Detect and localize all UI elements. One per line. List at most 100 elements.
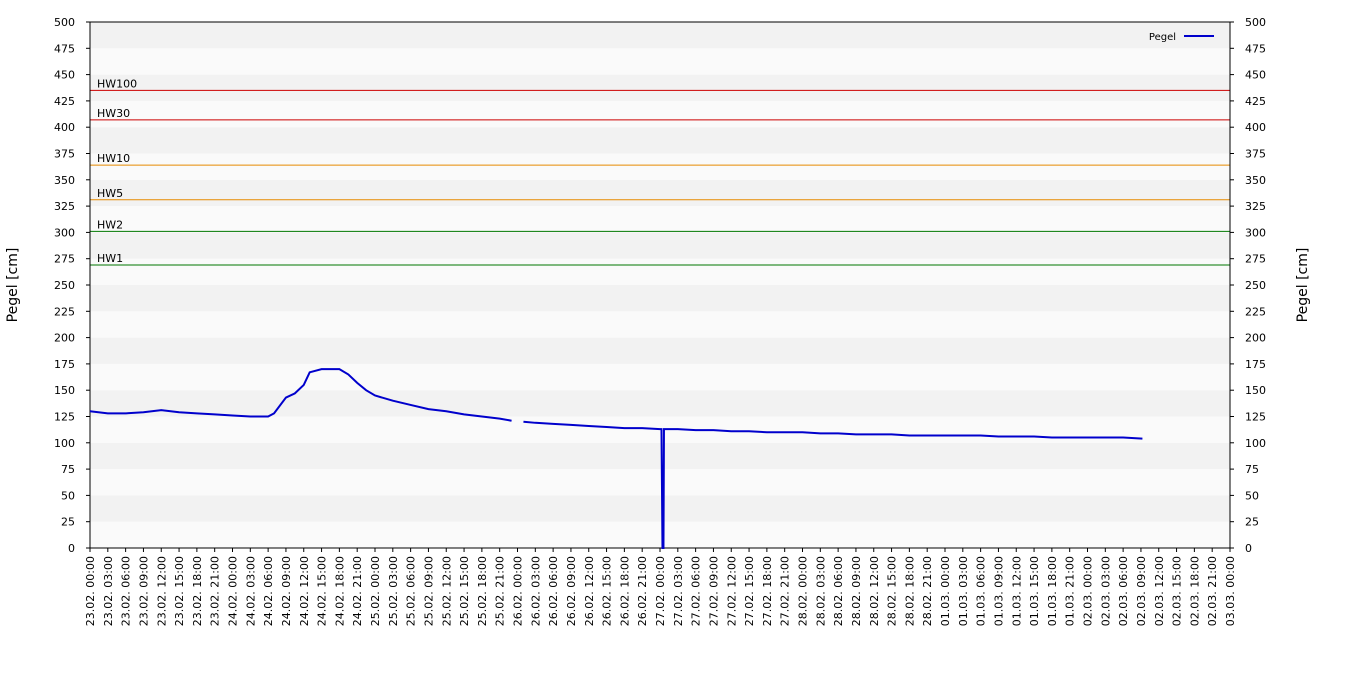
x-tick-label: 25.02. 15:00 [458, 556, 471, 626]
x-tick-label: 26.02. 15:00 [601, 556, 614, 626]
x-tick-label: 24.02. 12:00 [298, 556, 311, 626]
x-tick-label: 27.02. 18:00 [761, 556, 774, 626]
threshold-label: HW30 [97, 107, 130, 120]
band [90, 127, 1230, 154]
x-tick-label: 23.02. 18:00 [191, 556, 204, 626]
y-axis-label: Pegel [cm] [5, 248, 21, 323]
x-tick-label: 02.03. 18:00 [1188, 556, 1201, 626]
y-tick-label: 400 [54, 121, 75, 134]
y2-tick-label: 75 [1245, 463, 1259, 476]
band [90, 521, 1230, 548]
y-tick-label: 50 [61, 489, 75, 502]
x-tick-label: 24.02. 06:00 [262, 556, 275, 626]
x-tick-label: 27.02. 09:00 [707, 556, 720, 626]
x-tick-label: 28.02. 03:00 [814, 556, 827, 626]
x-tick-label: 01.03. 12:00 [1010, 556, 1023, 626]
band [90, 337, 1230, 364]
y-tick-label: 325 [54, 200, 75, 213]
x-tick-label: 24.02. 03:00 [244, 556, 257, 626]
x-tick-label: 28.02. 18:00 [903, 556, 916, 626]
y2-tick-label: 175 [1245, 358, 1266, 371]
x-tick-label: 28.02. 12:00 [868, 556, 881, 626]
y2-tick-label: 125 [1245, 411, 1266, 424]
x-tick-label: 27.02. 00:00 [654, 556, 667, 626]
x-tick-label: 23.02. 00:00 [84, 556, 97, 626]
x-tick-label: 01.03. 15:00 [1028, 556, 1041, 626]
series-line [89, 368, 1143, 549]
y2-tick-label: 350 [1245, 174, 1266, 187]
x-tick-label: 23.02. 15:00 [173, 556, 186, 626]
band [90, 469, 1230, 496]
y2-tick-label: 475 [1245, 42, 1266, 55]
y2-tick-label: 0 [1245, 542, 1252, 555]
x-tick-label: 28.02. 00:00 [797, 556, 810, 626]
x-tick-label: 25.02. 09:00 [422, 556, 435, 626]
legend-label: Pegel [1149, 32, 1176, 43]
threshold-label: HW5 [97, 187, 123, 200]
y-tick-label: 475 [54, 42, 75, 55]
y2-tick-label: 200 [1245, 332, 1266, 345]
y-tick-label: 425 [54, 95, 75, 108]
y-tick-label: 125 [54, 411, 75, 424]
x-tick-label: 01.03. 00:00 [939, 556, 952, 626]
y-tick-label: 25 [61, 516, 75, 529]
y-tick-label: 500 [54, 16, 75, 29]
band [90, 363, 1230, 391]
x-tick-label: 23.02. 03:00 [102, 556, 115, 626]
band [90, 22, 1230, 49]
x-tick-label: 01.03. 18:00 [1046, 556, 1059, 626]
x-tick-label: 26.02. 03:00 [529, 556, 542, 626]
x-tick-label: 01.03. 21:00 [1064, 556, 1077, 626]
y-tick-label: 225 [54, 305, 75, 318]
threshold-label: HW2 [97, 218, 123, 231]
x-tick-label: 01.03. 09:00 [992, 556, 1005, 626]
y2-tick-label: 25 [1245, 516, 1259, 529]
band [90, 390, 1230, 417]
x-tick-label: 24.02. 15:00 [316, 556, 329, 626]
x-tick-label: 25.02. 03:00 [387, 556, 400, 626]
x-tick-label: 28.02. 09:00 [850, 556, 863, 626]
y2-tick-label: 425 [1245, 95, 1266, 108]
band [90, 153, 1230, 180]
y2-tick-label: 150 [1245, 384, 1266, 397]
x-tick-label: 02.03. 00:00 [1082, 556, 1095, 626]
x-tick-label: 27.02. 12:00 [725, 556, 738, 626]
band [90, 232, 1230, 259]
x-tick-label: 24.02. 21:00 [351, 556, 364, 626]
y-tick-label: 350 [54, 174, 75, 187]
y-tick-label: 300 [54, 226, 75, 239]
x-tick-label: 27.02. 15:00 [743, 556, 756, 626]
x-tick-label: 03.03. 00:00 [1224, 556, 1237, 626]
y2-tick-label: 300 [1245, 226, 1266, 239]
x-tick-label: 26.02. 06:00 [547, 556, 560, 626]
x-tick-label: 23.02. 12:00 [155, 556, 168, 626]
x-tick-label: 27.02. 21:00 [779, 556, 792, 626]
y-tick-label: 150 [54, 384, 75, 397]
y-tick-label: 275 [54, 253, 75, 266]
band [90, 179, 1230, 207]
x-tick-label: 02.03. 12:00 [1153, 556, 1166, 626]
y-tick-label: 375 [54, 148, 75, 161]
x-tick-label: 02.03. 09:00 [1135, 556, 1148, 626]
x-tick-label: 23.02. 06:00 [120, 556, 133, 626]
band [90, 495, 1230, 522]
x-tick-label: 26.02. 18:00 [618, 556, 631, 626]
x-tick-label: 02.03. 06:00 [1117, 556, 1130, 626]
y2-tick-label: 325 [1245, 200, 1266, 213]
band [90, 311, 1230, 338]
band [90, 442, 1230, 470]
x-tick-label: 28.02. 06:00 [832, 556, 845, 626]
y2-axis-label: Pegel [cm] [1295, 248, 1311, 323]
y-tick-label: 175 [54, 358, 75, 371]
x-tick-label: 01.03. 03:00 [957, 556, 970, 626]
x-tick-label: 27.02. 06:00 [690, 556, 703, 626]
x-tick-label: 28.02. 21:00 [921, 556, 934, 626]
y-tick-label: 450 [54, 69, 75, 82]
y2-tick-label: 375 [1245, 148, 1266, 161]
band [90, 258, 1230, 285]
band [90, 206, 1230, 233]
x-tick-label: 25.02. 12:00 [440, 556, 453, 626]
x-tick-label: 02.03. 03:00 [1099, 556, 1112, 626]
x-tick-label: 02.03. 15:00 [1171, 556, 1184, 626]
